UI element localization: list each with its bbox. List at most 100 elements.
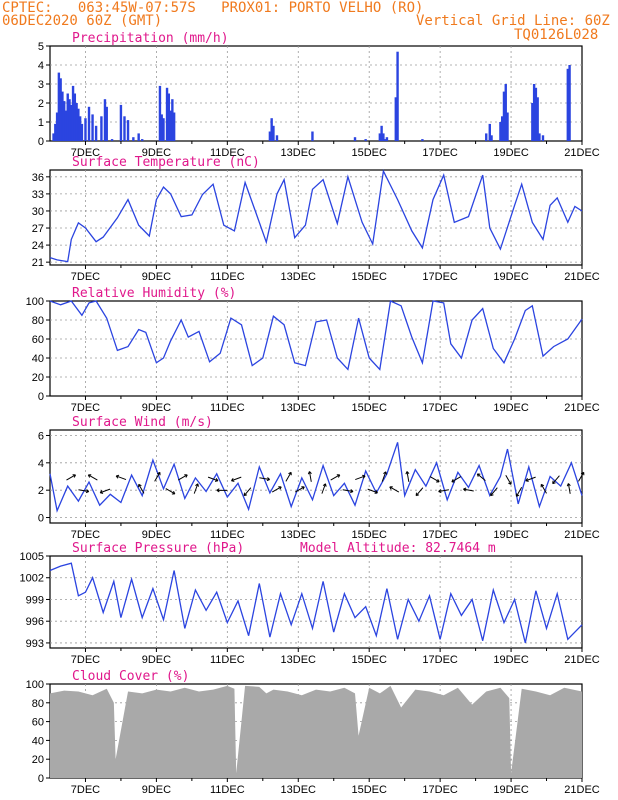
panel-6-xtick-label: 19DEC <box>493 784 529 796</box>
panel-6-area <box>50 685 582 778</box>
panel-1-bar <box>110 139 114 141</box>
panel-5-xtick-label: 9DEC <box>142 654 171 666</box>
panel-1-bar <box>105 106 108 141</box>
panel-6-ytick-label: 80 <box>32 698 44 710</box>
panel-4-wind-arrow <box>259 477 271 482</box>
panel-3-xtick-label: 19DEC <box>493 402 529 414</box>
panel-1-bar <box>506 112 509 141</box>
panel-4-wind-arrow <box>552 475 560 485</box>
panel-5-xtick-label: 19DEC <box>493 654 529 666</box>
panel-3-ytick-label: 80 <box>32 315 44 327</box>
panel-4-wind-arrow <box>438 489 449 494</box>
panel-4-wind-arrow <box>177 474 188 481</box>
panel-4-wind-arrow <box>243 487 252 497</box>
panel-2-ytick-label: 27 <box>32 223 44 235</box>
panel-5-xtick-label: 15DEC <box>351 654 387 666</box>
panel-1-bar <box>272 125 275 141</box>
panel-1-bar <box>504 84 507 141</box>
panel-4-xtick-label: 7DEC <box>71 529 100 541</box>
panel-1-ytick-label: 3 <box>38 79 44 91</box>
panel-1-bar <box>385 137 389 141</box>
panel-1-bar <box>55 112 59 141</box>
panel-1-bar <box>502 91 506 141</box>
panel-4-wind-arrow <box>367 488 378 494</box>
panel-3-line <box>49 300 583 371</box>
panel-1-xtick-label: 17DEC <box>422 147 458 159</box>
panel-4-ytick-label: 2 <box>38 485 44 497</box>
panel-1-xtick-label: 9DEC <box>142 147 171 159</box>
panel-6-ytick-label: 0 <box>38 773 44 785</box>
panel-1-bar <box>490 135 493 141</box>
panel-3-ytick-label: 0 <box>38 391 44 403</box>
header-line3-right: TQ0126L028 <box>514 27 599 43</box>
panel-3-title: Relative Humidity (%) <box>72 286 236 301</box>
panel-2-ytick-label: 33 <box>32 189 44 201</box>
panel-1-bar <box>119 104 123 141</box>
panel-4-xtick-label: 11DEC <box>210 529 245 541</box>
panel-1-bar <box>382 133 385 141</box>
panel-1-xtick-label: 15DEC <box>351 147 387 159</box>
panel-1-bar <box>71 85 75 141</box>
panel-6-xtick-label: 11DEC <box>210 784 245 796</box>
panel-1-bar <box>275 135 279 141</box>
panel-2-xtick-label: 15DEC <box>351 271 387 283</box>
panel-4-wind-arrow <box>78 489 90 494</box>
panel-4-ytick-label: 4 <box>38 458 44 470</box>
panel-1-bar <box>123 116 126 141</box>
panel-1-bar <box>126 120 130 141</box>
panel-2-xtick-label: 21DEC <box>564 271 600 283</box>
panel-3-ytick-label: 40 <box>32 353 44 365</box>
panel-1-bar <box>162 118 165 141</box>
panel-4-wind-arrow <box>66 474 77 481</box>
panel-1-xtick-label: 7DEC <box>71 147 100 159</box>
panel-4-wind-arrow <box>476 473 486 481</box>
panel-1-bar <box>59 78 62 141</box>
panel-6-xtick-label: 9DEC <box>142 784 171 796</box>
panel-2-ytick-label: 30 <box>32 206 44 218</box>
panel-1-bar <box>57 72 61 141</box>
panel-5-xtick-label: 11DEC <box>210 654 245 666</box>
panel-1-bar <box>77 108 80 141</box>
panel-5-ytick-label: 999 <box>26 594 44 606</box>
panel-1-bar <box>52 133 55 141</box>
panel-1-bar <box>531 103 534 141</box>
panel-4-wind-arrow <box>342 489 354 494</box>
panel-4-wind-arrow <box>505 475 512 485</box>
panel-6-title: Cloud Cover (%) <box>72 669 189 684</box>
panel-3-frame <box>49 300 583 397</box>
panel-1-bar <box>91 114 94 141</box>
panel-5-title: Surface Pressure (hPa) <box>72 541 244 556</box>
panel-1-ytick-label: 2 <box>38 98 44 110</box>
panel-5-xtick-label: 17DEC <box>422 654 458 666</box>
panel-1-bar <box>364 139 367 141</box>
panel-3-xtick-label: 21DEC <box>564 402 600 414</box>
panel-4-wind-arrow <box>207 476 219 482</box>
panel-1-bar <box>171 99 174 141</box>
panel-4-xtick-label: 9DEC <box>142 529 171 541</box>
panel-1-bar <box>141 139 144 141</box>
panel-1-bar <box>353 137 357 141</box>
panel-4-ytick-label: 0 <box>38 513 44 525</box>
panel-4-ytick-label: 6 <box>38 430 44 442</box>
panel-2-xtick-label: 11DEC <box>210 271 245 283</box>
panel-5-xtick-label: 7DEC <box>71 654 100 666</box>
panel-4-wind-arrow <box>355 474 366 481</box>
panel-1-bar <box>488 123 491 141</box>
panel-1-bar <box>541 135 545 141</box>
panel-1-bar <box>501 116 504 141</box>
panel-3-xtick-label: 15DEC <box>351 402 387 414</box>
panel-2-xtick-label: 7DEC <box>71 271 100 283</box>
panel-5-annotation: Model Altitude: 82.7464 m <box>300 541 496 556</box>
panel-1-bar <box>132 137 135 141</box>
panel-1-xtick-label: 19DEC <box>493 147 529 159</box>
panel-4-wind-arrow <box>307 471 312 482</box>
panel-1-bar <box>536 97 539 141</box>
panel-1-bar <box>84 118 87 141</box>
panel-4-wind-arrow <box>271 486 282 493</box>
header-line1: CPTEC: 063:45W-07:57S PROX01: PORTO VELH… <box>2 0 424 16</box>
panel-1-bar <box>485 133 488 141</box>
panel-4-wind-arrow <box>154 471 161 482</box>
panel-4-wind-arrow <box>490 487 498 497</box>
panel-1-frame <box>49 45 583 142</box>
